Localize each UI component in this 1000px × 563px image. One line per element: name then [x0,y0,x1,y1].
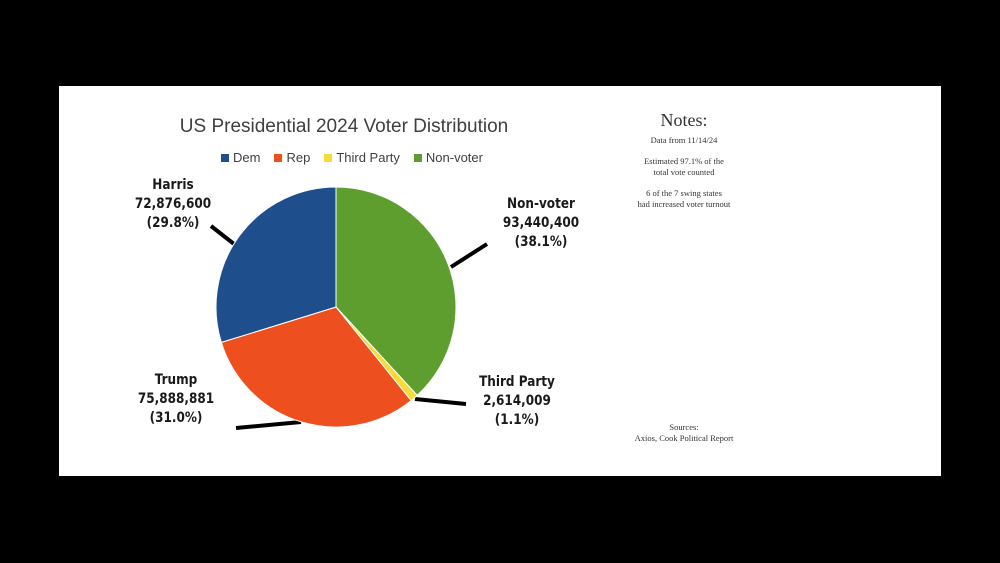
leader-line-trump [235,420,302,430]
pie-slice-rep [220,306,412,428]
chart-title: US Presidential 2024 Voter Distribution [179,116,509,137]
leader-line-harris [209,224,236,246]
note-swing-states: 6 of the 7 swing states had increased vo… [589,188,779,210]
leader-line-non-voter [449,242,489,269]
sources-list: Axios, Cook Political Report [634,433,734,443]
legend-item-rep: Rep [274,150,310,165]
notes-box: Notes: Data from 11/14/24 Estimated 97.1… [589,110,779,220]
callout-harris: Harris 72,876,600 (29.8%) [127,176,220,233]
note-votes-counted-line2: total vote counted [653,167,715,177]
legend-label-third-party: Third Party [336,150,400,165]
leader-lines [209,224,489,430]
callout-third-party-percent: (1.1%) [494,412,540,428]
callout-harris-percent: (29.8%) [146,215,200,231]
callout-non-voter-value: 93,440,400 [502,215,580,231]
notes-heading: Notes: [660,110,708,130]
callout-trump-name: Trump [154,372,198,388]
callout-third-party-value: 2,614,009 [483,393,551,409]
callout-harris-value: 72,876,600 [134,196,212,212]
leader-line-third-party [414,397,467,406]
legend-item-non-voter: Non-voter [413,150,483,165]
callout-harris-name: Harris [152,177,194,193]
callout-non-voter: Non-voter 93,440,400 (38.1%) [494,195,589,252]
chart-legend: Dem Rep Third Party Non-voter [221,150,483,165]
legend-label-non-voter: Non-voter [425,150,483,165]
note-votes-counted-line1: Estimated 97.1% of the [644,156,724,166]
legend-swatch-third-party [324,153,333,162]
legend-item-dem: Dem [221,150,260,165]
note-swing-states-line2: had increased voter turnout [637,199,731,209]
callout-trump: Trump 75,888,881 (31.0%) [130,371,223,428]
legend-label-dem: Dem [233,150,261,165]
note-date-line: Data from 11/14/24 [650,135,718,145]
note-date: Data from 11/14/24 [589,135,779,146]
legend-swatch-non-voter [413,153,422,162]
callout-trump-value: 75,888,881 [137,391,215,407]
callout-third-party-name: Third Party [479,374,555,390]
callout-trump-percent: (31.0%) [149,410,203,426]
note-swing-states-line1: 6 of the 7 swing states [646,188,722,198]
legend-label-rep: Rep [286,150,311,165]
callout-non-voter-percent: (38.1%) [514,234,568,250]
callout-non-voter-name: Non-voter [507,196,575,212]
chart-panel: US Presidential 2024 Voter Distribution … [59,86,941,476]
pie-slice-dem [215,186,337,344]
sources-heading: Sources: [669,422,699,432]
pie-slices [215,186,457,428]
legend-swatch-dem [221,153,229,162]
pie-slice-nonvoter [335,186,457,397]
callout-third-party: Third Party 2,614,009 (1.1%) [470,373,565,430]
pie-chart [209,186,489,430]
note-votes-counted: Estimated 97.1% of the total vote counte… [589,156,779,178]
legend-swatch-rep [274,153,283,162]
sources-box: Sources: Axios, Cook Political Report [609,422,759,444]
legend-item-third-party: Third Party [324,150,400,165]
